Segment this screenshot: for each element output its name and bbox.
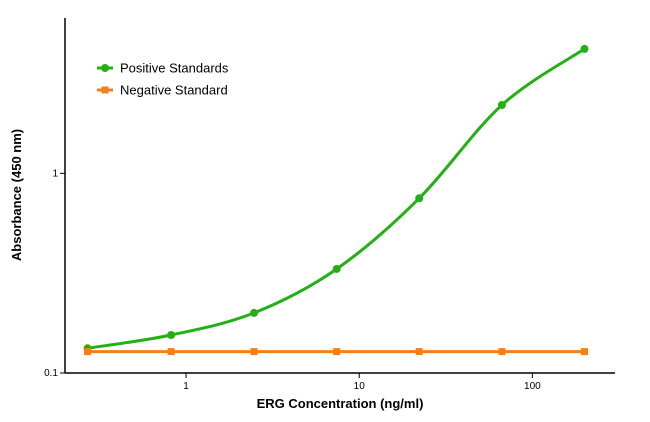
data-point [333,348,341,356]
x-tick-label: 1 [183,381,189,392]
legend-label: Positive Standards [120,61,229,76]
y-tick-label: 1 [52,168,58,179]
data-point [167,348,175,356]
data-point [250,348,258,356]
data-point [415,194,424,203]
legend-label: Negative Standard [120,83,228,98]
data-point [250,308,259,317]
data-point [332,264,341,273]
data-point [167,331,176,340]
legend-marker [101,64,109,72]
data-point [84,348,92,356]
data-point [415,348,423,356]
y-tick-label: 0.1 [44,368,58,379]
axes [64,18,615,374]
data-point [581,348,589,356]
data-point [498,348,506,356]
legend: Positive Standards Negative Standard [97,61,229,98]
ticks: 1 10 100 0.1 1 [44,168,541,392]
data-point [497,100,506,109]
x-axis-title: ERG Concentration (ng/ml) [257,396,424,411]
y-axis-title: Absorbance (450 nm) [9,129,24,261]
data-point [580,44,589,53]
x-tick-label: 100 [524,381,541,392]
x-tick-label: 10 [354,381,366,392]
legend-marker [101,86,109,94]
series-layer [83,44,589,356]
